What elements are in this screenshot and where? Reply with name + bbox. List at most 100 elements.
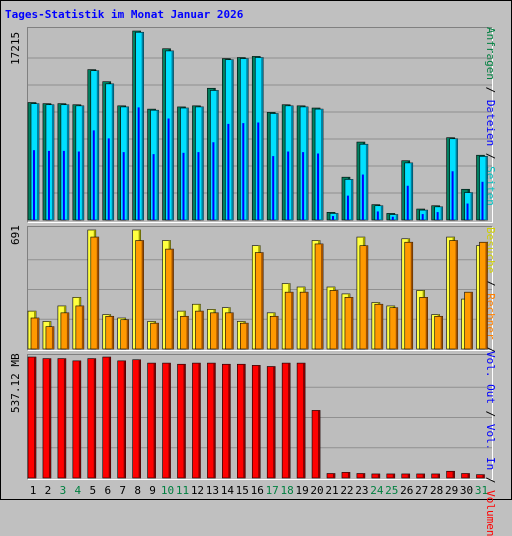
bar-seiten-8-shade [141, 32, 144, 221]
x-label-11: 11 [175, 484, 190, 497]
bar-volumen-20-shade [318, 410, 321, 478]
bar-rechner-29-shade [455, 240, 458, 349]
daily-stats-chart [27, 30, 492, 479]
bar-seiten-13-shade [216, 90, 219, 220]
x-label-12: 12 [190, 484, 205, 497]
bar-volumen-28-shade [437, 473, 440, 478]
bar-volumen-18-shade [288, 363, 291, 478]
x-label-9: 9 [149, 484, 156, 497]
bar-seiten-26-shade [410, 162, 413, 220]
bar-rechner-20-shade [321, 243, 324, 349]
bar-rechner-25-shade [395, 307, 398, 349]
bar-volumen-5-shade [93, 358, 96, 478]
x-label-13: 13 [205, 484, 220, 497]
bar-seiten-14-shade [231, 59, 234, 220]
bar-seiten-16-shade [261, 57, 264, 221]
bar-rechner-7-shade [126, 319, 129, 349]
bar-volumen-14-shade [228, 364, 231, 478]
bar-seiten-3-shade [66, 104, 69, 220]
bar-rechner-1-shade [37, 318, 39, 349]
bar-volumen-12-shade [198, 363, 201, 478]
bar-rechner-26-shade [410, 242, 413, 349]
bar-seiten-9-shade [156, 110, 159, 220]
x-label-14: 14 [220, 484, 234, 497]
bar-seiten-18-shade [291, 105, 294, 220]
page-title: Tages-Statistik im Monat Januar 2026 [5, 8, 244, 21]
bar-seiten-10-shade [171, 50, 174, 221]
bar-volumen-30-shade [467, 473, 470, 478]
bar-rechner-10-shade [171, 249, 174, 349]
x-label-19: 19 [295, 484, 309, 497]
bar-rechner-19-shade [306, 292, 309, 349]
bar-rechner-30-shade [470, 292, 473, 349]
x-label-16: 16 [250, 484, 264, 497]
bar-rechner-27-shade [425, 297, 428, 349]
bar-volumen-29-shade [452, 471, 455, 478]
bar-volumen-21-shade [333, 473, 335, 478]
bar-seiten-29-shade [455, 138, 458, 220]
bar-seiten-31-shade [485, 156, 488, 220]
bar-volumen-4-shade [78, 360, 81, 478]
x-label-18: 18 [280, 484, 294, 497]
bar-volumen-13-shade [213, 363, 216, 478]
x-label-22: 22 [340, 484, 354, 497]
bar-seiten-11-shade [186, 108, 189, 220]
bar-seiten-24-shade [380, 205, 383, 220]
bar-volumen-27-shade [422, 473, 425, 478]
bar-volumen-31-shade [482, 474, 485, 478]
bar-rechner-23-shade [365, 245, 368, 349]
bar-seiten-19-shade [306, 106, 309, 220]
bar-seiten-2-shade [51, 104, 54, 220]
x-label-4: 4 [74, 484, 82, 497]
bar-volumen-9-shade [153, 363, 156, 478]
bar-rechner-22-shade [350, 297, 353, 349]
bar-rechner-9-shade [156, 323, 159, 349]
x-label-29: 29 [444, 484, 459, 497]
bar-rechner-17-shade [276, 316, 279, 349]
x-label-15: 15 [235, 484, 249, 497]
bar-seiten-21-shade [336, 213, 338, 220]
bar-rechner-16-shade [261, 252, 264, 349]
bar-seiten-7-shade [126, 106, 129, 220]
bar-volumen-22-shade [347, 472, 350, 478]
x-label-5: 5 [89, 484, 97, 497]
x-label-20: 20 [310, 484, 324, 497]
bar-seiten-28-shade [440, 206, 443, 220]
bar-seiten-1-shade [37, 103, 39, 220]
bar-volumen-23-shade [362, 473, 365, 478]
bar-volumen-7-shade [123, 360, 126, 478]
bar-seiten-23-shade [365, 144, 368, 220]
bar-rechner-21-shade [336, 290, 338, 349]
bar-volumen-25-shade [392, 473, 395, 478]
bar-volumen-24-shade [377, 473, 380, 478]
x-label-3: 3 [59, 484, 67, 497]
x-label-30: 30 [459, 484, 474, 497]
x-label-26: 26 [400, 484, 414, 497]
bar-rechner-24-shade [380, 304, 383, 349]
bar-volumen-26-shade [407, 473, 410, 478]
bar-seiten-6-shade [111, 83, 114, 220]
x-label-23: 23 [355, 484, 369, 497]
x-label-2: 2 [44, 484, 52, 497]
bar-volumen-16-shade [258, 365, 261, 478]
bar-rechner-5-shade [96, 237, 99, 349]
x-label-8: 8 [134, 484, 141, 497]
x-label-28: 28 [430, 484, 444, 497]
bar-rechner-13-shade [216, 312, 219, 349]
bar-seiten-15-shade [246, 58, 249, 220]
bar-volumen-19-shade [303, 363, 306, 478]
bar-rechner-8-shade [141, 240, 144, 349]
bar-rechner-12-shade [201, 311, 204, 349]
bar-seiten-5-shade [96, 70, 99, 220]
bar-volumen-2-shade [48, 358, 51, 478]
bar-volumen-6-shade [108, 357, 111, 478]
x-label-21: 21 [325, 484, 339, 497]
bar-seiten-20-shade [321, 109, 324, 220]
bar-seiten-22-shade [350, 179, 353, 220]
bar-seiten-27-shade [425, 210, 428, 220]
x-label-17: 17 [265, 484, 279, 497]
bar-volumen-17-shade [273, 366, 276, 478]
x-label-7: 7 [119, 484, 126, 497]
bar-seiten-12-shade [201, 106, 204, 220]
